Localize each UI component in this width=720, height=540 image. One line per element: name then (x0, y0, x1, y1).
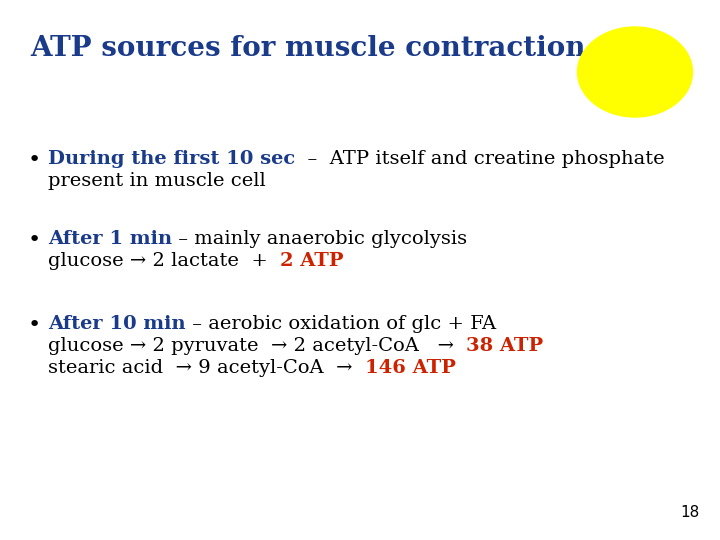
Text: 18: 18 (680, 505, 700, 520)
Text: – mainly anaerobic glycolysis: – mainly anaerobic glycolysis (172, 230, 467, 248)
Text: glucose → 2 lactate  +: glucose → 2 lactate + (48, 252, 280, 270)
Text: 2 ATP: 2 ATP (280, 252, 344, 270)
Text: present in muscle cell: present in muscle cell (48, 172, 266, 190)
Text: glucose → 2 pyruvate  → 2 acetyl-CoA   →: glucose → 2 pyruvate → 2 acetyl-CoA → (48, 337, 467, 355)
Text: 38 ATP: 38 ATP (467, 337, 544, 355)
Text: •: • (28, 150, 41, 170)
Text: After 10 min: After 10 min (48, 315, 186, 333)
Text: •: • (28, 315, 41, 335)
Text: •: • (28, 230, 41, 250)
Text: see
page 95: see page 95 (595, 51, 675, 93)
Text: –  ATP itself and creatine phosphate: – ATP itself and creatine phosphate (295, 150, 665, 168)
Text: After 1 min: After 1 min (48, 230, 172, 248)
Text: 146 ATP: 146 ATP (365, 359, 456, 377)
Text: – aerobic oxidation of glc + FA: – aerobic oxidation of glc + FA (186, 315, 496, 333)
Text: stearic acid  → 9 acetyl-CoA  →: stearic acid → 9 acetyl-CoA → (48, 359, 365, 377)
Text: During the first 10 sec: During the first 10 sec (48, 150, 295, 168)
Text: ATP sources for muscle contraction: ATP sources for muscle contraction (30, 35, 585, 62)
